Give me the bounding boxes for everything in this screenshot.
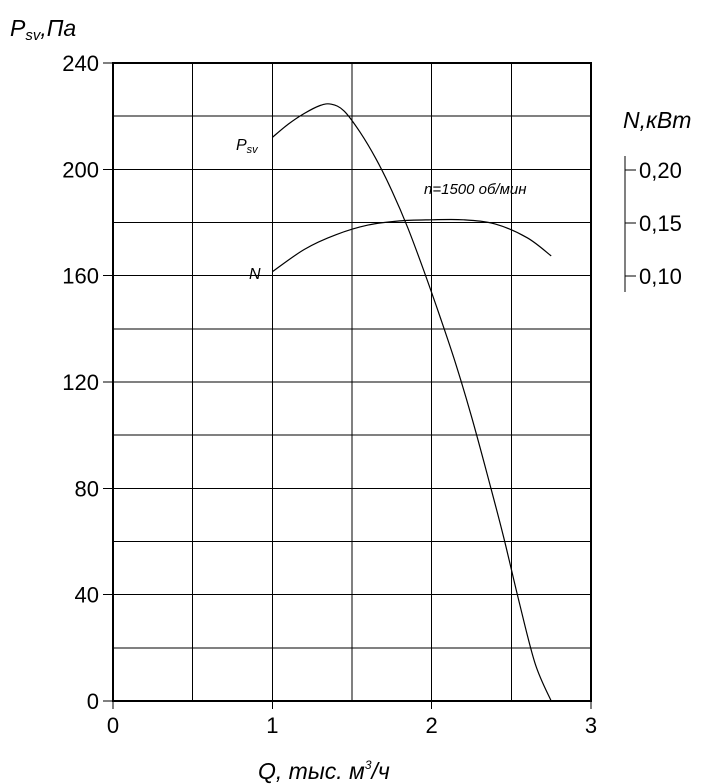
x-tick-label: 2	[426, 713, 438, 738]
y-axis-left: 0 40 80 120 160 200 240	[62, 51, 113, 714]
y-tick-label: 80	[75, 476, 99, 501]
series-psv-line	[271, 103, 552, 702]
x-tick-label: 0	[107, 713, 119, 738]
speed-annotation: n=1500 об/мин	[424, 181, 526, 198]
x-axis-title: Q, тыс. м3/ч	[258, 758, 390, 784]
y-axis-right: 0,10 0,15 0,20	[624, 156, 682, 292]
y-axis-left-title: Psv,Па	[10, 15, 76, 44]
series-label-n: N	[249, 266, 261, 283]
right-tick-label: 0,20	[639, 158, 682, 183]
x-axis: 0 1 2 3	[107, 701, 597, 738]
y-tick-label: 240	[62, 51, 99, 76]
series-label-psv: Psv	[236, 137, 259, 156]
series-group	[271, 103, 552, 702]
y-tick-label: 200	[62, 157, 99, 182]
x-tick-label: 1	[266, 713, 278, 738]
y-axis-right-title: N,кВт	[623, 107, 691, 133]
y-tick-label: 120	[62, 370, 99, 395]
series-n-line	[271, 218, 552, 273]
y-tick-label: 40	[75, 583, 99, 608]
grid	[113, 63, 591, 701]
y-tick-label: 0	[87, 689, 99, 714]
right-tick-label: 0,10	[639, 264, 682, 289]
x-tick-label: 3	[585, 713, 597, 738]
right-tick-label: 0,15	[639, 211, 682, 236]
y-tick-label: 160	[62, 264, 99, 289]
